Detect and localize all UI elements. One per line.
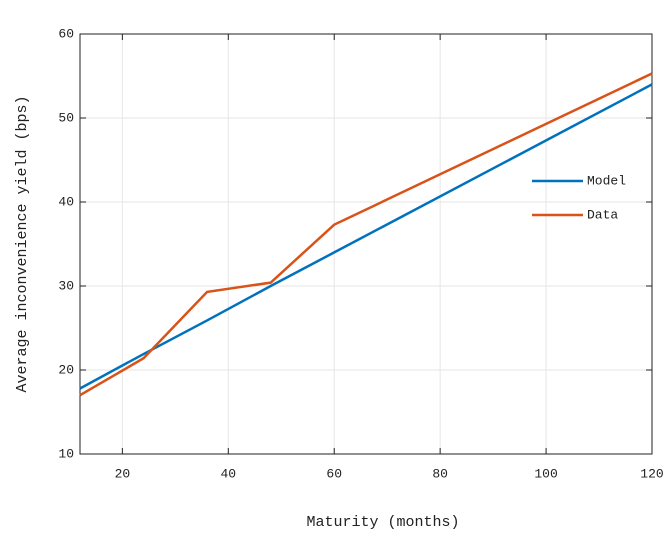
data-line bbox=[79, 72, 653, 397]
y-tick-label: 50 bbox=[58, 110, 74, 125]
data-line bbox=[79, 83, 653, 390]
legend-label: Data bbox=[587, 207, 618, 222]
x-axis-label: Maturity (months) bbox=[306, 514, 459, 531]
legend-label: Model bbox=[587, 173, 626, 188]
x-tick-label: 20 bbox=[115, 466, 131, 481]
x-tick-label: 80 bbox=[432, 466, 448, 481]
y-axis-label: Average inconvenience yield (bps) bbox=[14, 95, 31, 392]
x-tick-label: 40 bbox=[220, 466, 236, 481]
y-tick-label: 40 bbox=[58, 194, 74, 209]
y-tick-label: 20 bbox=[58, 362, 74, 377]
y-tick-label: 30 bbox=[58, 278, 74, 293]
y-tick-label: 10 bbox=[58, 446, 74, 461]
x-tick-label: 100 bbox=[534, 466, 557, 481]
y-tick-label: 60 bbox=[58, 26, 74, 41]
x-tick-label: 120 bbox=[640, 466, 663, 481]
plot-frame bbox=[79, 33, 653, 455]
x-tick-label: 60 bbox=[326, 466, 342, 481]
